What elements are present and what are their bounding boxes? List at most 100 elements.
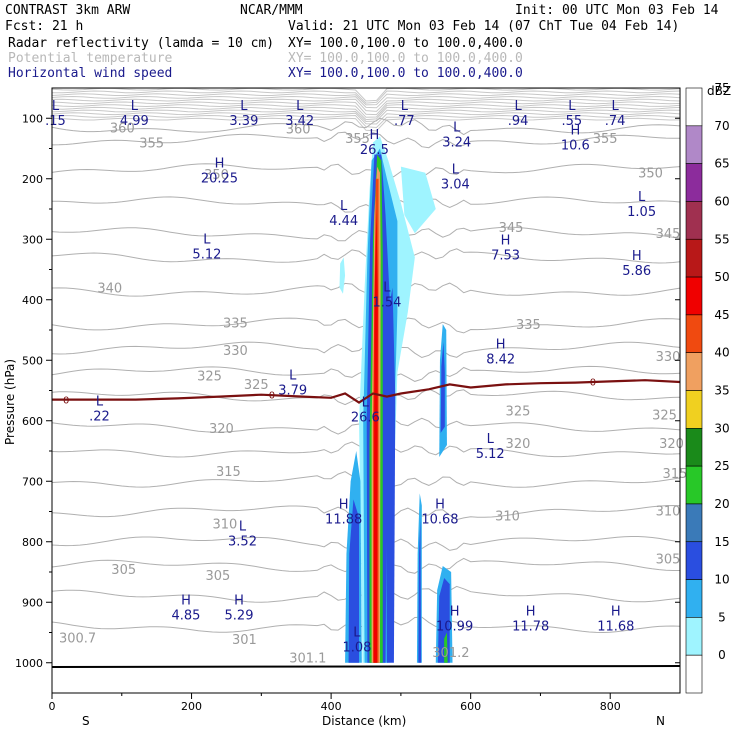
colorbar-swatch bbox=[685, 390, 703, 429]
wind-extremum-type: H bbox=[181, 593, 191, 608]
x-axis: 0 200 400 600 800 bbox=[49, 693, 621, 713]
theta-contour-line bbox=[51, 90, 681, 104]
wind-extremum-type: L bbox=[96, 394, 104, 409]
reflectivity-cell bbox=[339, 257, 346, 294]
zero-contour-line bbox=[52, 379, 681, 404]
wind-extremum-type: L bbox=[453, 120, 461, 135]
colorbar-level-label: 65 bbox=[714, 157, 729, 171]
wind-extremum-type: L bbox=[362, 396, 370, 411]
theta-contour-line bbox=[51, 98, 681, 112]
x-tick-label: 800 bbox=[600, 700, 621, 713]
theta-label: 335 bbox=[516, 318, 541, 333]
wind-extremum-value: 11.88 bbox=[325, 512, 362, 527]
wind-speed-labels: L4.99L.15L3.39L3.42L.77L.94L.55L.74H26.5… bbox=[45, 99, 656, 655]
theta-label: 325 bbox=[506, 404, 531, 419]
zero-contour-label: 0 bbox=[63, 396, 69, 407]
colorbar-swatch bbox=[685, 541, 703, 580]
wind-extremum-value: 1.05 bbox=[627, 205, 656, 220]
header-init: Init: 00 UTC Mon 03 Feb 14 bbox=[515, 3, 719, 18]
theta-contour-line bbox=[51, 87, 681, 102]
theta-label: 315 bbox=[663, 467, 688, 482]
reflectivity-cell bbox=[385, 287, 396, 663]
wind-extremum-value: 3.04 bbox=[441, 178, 470, 193]
wind-extremum-value: .94 bbox=[508, 114, 529, 129]
wind-extremum-type: H bbox=[570, 123, 580, 138]
reflectivity-cell bbox=[418, 517, 422, 663]
theta-label: 360 bbox=[286, 123, 311, 138]
zero-contour-label: 0 bbox=[269, 391, 275, 402]
wind-extremum-value: 3.24 bbox=[442, 135, 471, 150]
wind-extremum-type: L bbox=[383, 281, 391, 296]
x-tick-label: 0 bbox=[49, 700, 56, 713]
field-theta-name: Potential temperature bbox=[8, 51, 173, 66]
wind-extremum-value: .22 bbox=[89, 409, 110, 424]
y-tick-label: 600 bbox=[22, 415, 43, 428]
reflectivity-shading bbox=[339, 136, 453, 663]
wind-extremum-value: 5.86 bbox=[622, 264, 651, 279]
x-tick-label: 400 bbox=[321, 700, 342, 713]
theta-label: 355 bbox=[139, 136, 164, 151]
theta-contour-line bbox=[51, 131, 681, 149]
colorbar-swatch bbox=[685, 579, 703, 618]
wind-extremum-type: L bbox=[353, 626, 361, 641]
wind-extremum-value: 4.44 bbox=[329, 214, 358, 229]
colorbar-level-label: 0 bbox=[718, 648, 726, 662]
colorbar-level-label: 40 bbox=[714, 346, 729, 360]
theta-label: 340 bbox=[97, 282, 122, 297]
wind-extremum-type: L bbox=[289, 368, 297, 383]
colorbar-level-label: 55 bbox=[714, 232, 729, 246]
wind-extremum-value: 3.79 bbox=[278, 383, 307, 398]
x-tick-label: 200 bbox=[181, 700, 202, 713]
wind-extremum-type: H bbox=[215, 157, 225, 172]
theta-label: 355 bbox=[345, 132, 370, 147]
colorbar-swatch bbox=[685, 276, 703, 316]
y-tick-label: 200 bbox=[22, 173, 43, 186]
wind-extremum-value: 20.25 bbox=[201, 172, 238, 187]
theta-label: 320 bbox=[659, 437, 684, 452]
theta-label: 335 bbox=[223, 317, 248, 332]
wind-extremum-type: L bbox=[52, 99, 60, 114]
theta-contour-line bbox=[51, 109, 681, 123]
theta-label: 305 bbox=[656, 553, 681, 568]
wind-extremum-type: L bbox=[611, 99, 619, 114]
wind-extremum-type: L bbox=[452, 163, 460, 178]
wind-extremum-type: H bbox=[526, 604, 536, 619]
wind-extremum-type: L bbox=[514, 99, 522, 114]
theta-label: 320 bbox=[506, 437, 531, 452]
wind-extremum-type: H bbox=[611, 604, 621, 619]
theta-contour-line bbox=[51, 117, 681, 136]
zero-contour-label: 0 bbox=[590, 377, 596, 388]
theta-label: 301.2 bbox=[432, 646, 469, 661]
theta-label: 330 bbox=[656, 350, 681, 365]
colorbar-swatch bbox=[685, 125, 703, 164]
wind-extremum-value: 5.29 bbox=[225, 608, 254, 623]
x-axis-label: Distance (km) bbox=[322, 714, 406, 728]
wind-extremum-type: H bbox=[501, 234, 511, 249]
terrain-line bbox=[51, 665, 681, 668]
reflectivity-cell bbox=[373, 209, 378, 663]
theta-label: 320 bbox=[209, 422, 234, 437]
header-model: CONTRAST 3km ARW bbox=[5, 3, 130, 18]
wind-extremum-value: 11.68 bbox=[597, 619, 634, 634]
reflectivity-cell bbox=[444, 632, 448, 663]
colorbar-level-label: 35 bbox=[714, 384, 729, 398]
theta-label: 315 bbox=[216, 465, 241, 480]
theta-contour-line bbox=[51, 104, 681, 118]
wind-extremum-value: 10.99 bbox=[436, 619, 473, 634]
y-tick-label: 800 bbox=[22, 536, 43, 549]
wind-extremum-type: H bbox=[450, 604, 460, 619]
wind-extremum-value: 3.39 bbox=[229, 114, 258, 129]
header-org: NCAR/MMM bbox=[240, 3, 303, 18]
wind-extremum-value: 7.53 bbox=[491, 249, 520, 264]
theta-label: 360 bbox=[110, 121, 135, 136]
field-wind-name: Horizontal wind speed bbox=[8, 66, 172, 81]
theta-contour-line bbox=[51, 106, 681, 121]
colorbar-level-label: 50 bbox=[714, 270, 729, 284]
theta-label: 305 bbox=[111, 563, 136, 578]
wind-extremum-value: 3.52 bbox=[228, 535, 257, 550]
colorbar-swatch bbox=[685, 314, 703, 353]
colorbar-swatch bbox=[685, 87, 703, 127]
theta-contour-line bbox=[51, 114, 681, 129]
